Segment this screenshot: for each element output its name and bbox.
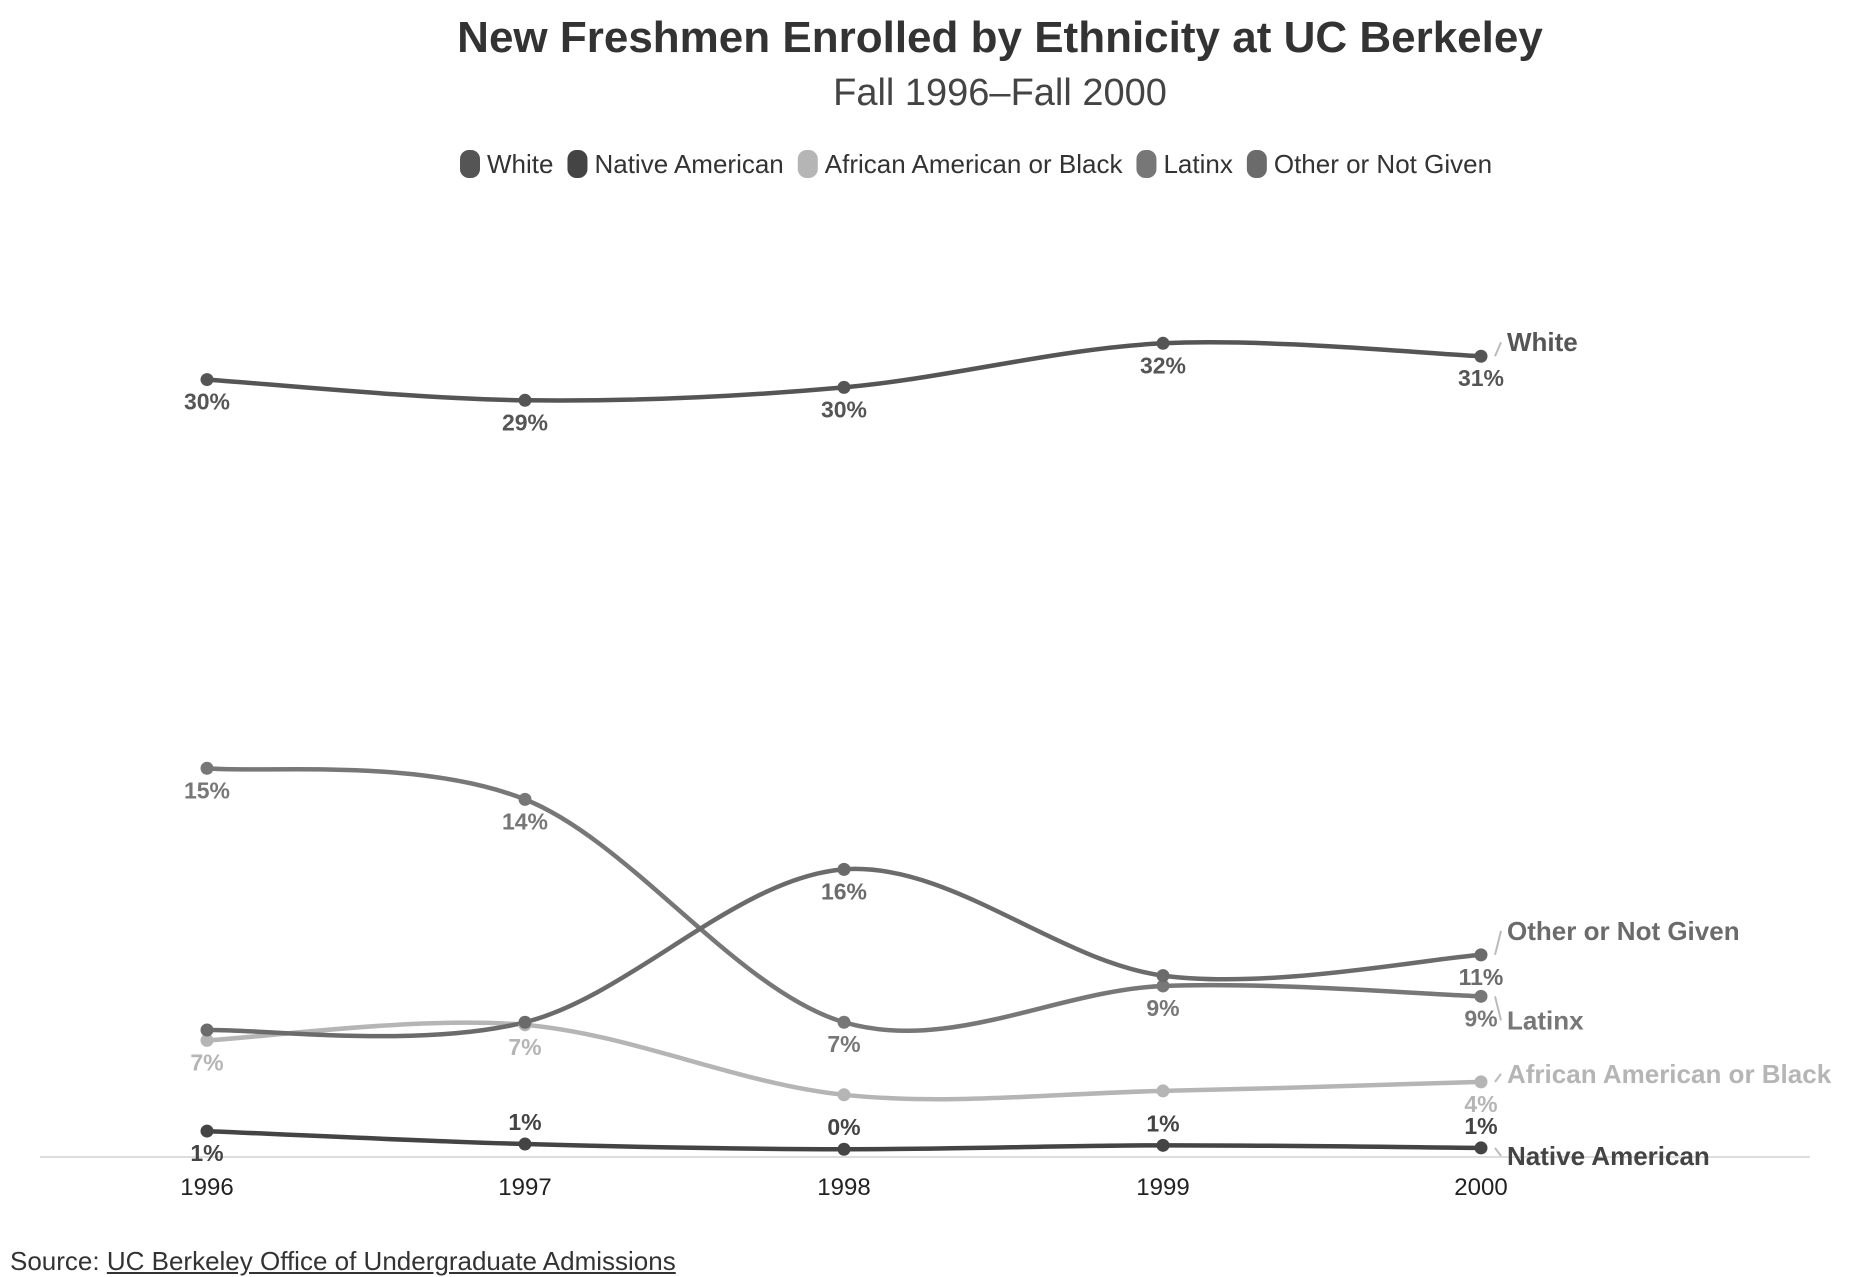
point-latinx-1996[interactable] <box>200 761 214 775</box>
data-label-native-american-1998: 0% <box>827 1114 860 1140</box>
point-latinx-1999[interactable] <box>1156 979 1170 993</box>
x-tick-1996: 1996 <box>180 1174 233 1201</box>
end-labels: White Native American African American or … <box>1494 327 1832 1171</box>
point-white-1998[interactable] <box>837 380 851 394</box>
data-label-latinx-1999: 9% <box>1146 995 1179 1021</box>
x-tick-1999: 1999 <box>1136 1174 1189 1201</box>
data-label-native-american-1999: 1% <box>1146 1110 1179 1136</box>
point-african-american-or-black-2000[interactable] <box>1474 1075 1488 1089</box>
legend-swatch-african-american-or-black <box>797 150 818 178</box>
point-native-american-1997[interactable] <box>518 1137 532 1151</box>
point-african-american-or-black-1998[interactable] <box>837 1088 851 1102</box>
end-connector-white <box>1494 341 1502 357</box>
series-line-latinx <box>204 766 1484 1034</box>
end-label-native-american: Native American <box>1507 1141 1710 1171</box>
data-label-native-american-2000: 1% <box>1464 1113 1497 1139</box>
point-other-or-not-given-2000[interactable] <box>1474 948 1488 962</box>
data-label-latinx-1998: 7% <box>827 1031 860 1057</box>
end-label-latinx: Latinx <box>1507 1005 1584 1035</box>
legend-label-white[interactable]: White <box>487 149 553 179</box>
legend-label-other-or-not-given[interactable]: Other or Not Given <box>1274 149 1492 179</box>
end-label-white: White <box>1507 327 1578 357</box>
x-tick-2000: 2000 <box>1454 1174 1507 1201</box>
source-note: Source: UC Berkeley Office of Undergradu… <box>10 1246 676 1277</box>
legend-label-african-american-or-black[interactable]: African American or Black <box>825 149 1124 179</box>
chart-subtitle: Fall 1996–Fall 2000 <box>833 72 1167 114</box>
end-label-african-american-or-black: African American or Black <box>1507 1059 1832 1089</box>
source-prefix: Source: <box>10 1246 107 1276</box>
legend-label-latinx[interactable]: Latinx <box>1163 149 1232 179</box>
point-other-or-not-given-1998[interactable] <box>837 862 851 876</box>
point-african-american-or-black-1996[interactable] <box>200 1033 214 1047</box>
data-label-white-1999: 32% <box>1140 352 1186 378</box>
end-connector-native-american <box>1494 1147 1502 1157</box>
data-label-white-1998: 30% <box>821 396 867 422</box>
x-tick-1998: 1998 <box>817 1174 870 1201</box>
data-label-latinx-2000: 9% <box>1464 1005 1497 1031</box>
point-african-american-or-black-1999[interactable] <box>1156 1084 1170 1098</box>
legend-swatch-other-or-not-given <box>1246 150 1267 178</box>
data-label-other-or-not-given-2000: 11% <box>1459 964 1504 990</box>
source-link[interactable]: UC Berkeley Office of Undergraduate Admi… <box>106 1246 676 1276</box>
point-native-american-1998[interactable] <box>837 1142 851 1156</box>
legend-swatch-latinx <box>1136 150 1157 178</box>
legend-label-native-american[interactable]: Native American <box>594 149 783 179</box>
point-white-1996[interactable] <box>200 373 214 387</box>
point-native-american-1999[interactable] <box>1156 1138 1170 1152</box>
point-native-american-1996[interactable] <box>200 1124 214 1138</box>
data-label-african-american-or-black-2000: 4% <box>1464 1091 1497 1117</box>
data-label-native-american-1996: 1% <box>190 1140 223 1166</box>
point-latinx-1998[interactable] <box>837 1015 851 1029</box>
point-other-or-not-given-1999[interactable] <box>1156 969 1170 983</box>
data-label-latinx-1997: 14% <box>502 808 548 834</box>
x-tick-1997: 1997 <box>498 1174 551 1201</box>
point-latinx-2000[interactable] <box>1474 989 1488 1003</box>
end-connector-other-or-not-given <box>1494 930 1502 956</box>
data-label-african-american-or-black-1997: 7% <box>508 1034 541 1060</box>
data-label-latinx-1996: 15% <box>184 777 230 803</box>
data-labels: 30% 29% 30% 32% 31% 1% 1% 0% 1% 1% 7% 7% 4% 15% 14% 7% 9… <box>184 352 1504 1166</box>
data-label-white-2000: 31% <box>1458 365 1504 391</box>
end-connector-latinx <box>1494 996 1502 1021</box>
data-label-native-american-1997: 1% <box>508 1109 541 1135</box>
point-white-2000[interactable] <box>1474 349 1488 363</box>
data-points <box>200 336 1488 1156</box>
legend: White Native American African American or … <box>460 149 1492 179</box>
data-label-other-or-not-given-1998: 16% <box>821 878 867 904</box>
chart-title: New Freshmen Enrolled by Ethnicity at UC… <box>457 13 1543 62</box>
point-other-or-not-given-1997[interactable] <box>518 1015 532 1029</box>
point-latinx-1997[interactable] <box>518 792 532 806</box>
end-connector-african-american-or-black <box>1494 1073 1502 1083</box>
data-label-white-1997: 29% <box>502 409 548 435</box>
data-label-african-american-or-black-1996: 7% <box>190 1049 223 1075</box>
point-white-1999[interactable] <box>1156 336 1170 350</box>
point-other-or-not-given-1996[interactable] <box>200 1023 214 1037</box>
end-label-other-or-not-given: Other or Not Given <box>1507 916 1740 946</box>
point-white-1997[interactable] <box>518 393 532 407</box>
legend-swatch-native-american <box>567 150 588 178</box>
legend-swatch-white <box>460 150 480 178</box>
x-axis-ticks: 1996 1997 1998 1999 2000 <box>180 1174 1507 1201</box>
point-native-american-2000[interactable] <box>1474 1141 1488 1155</box>
data-label-white-1996: 30% <box>184 389 230 415</box>
